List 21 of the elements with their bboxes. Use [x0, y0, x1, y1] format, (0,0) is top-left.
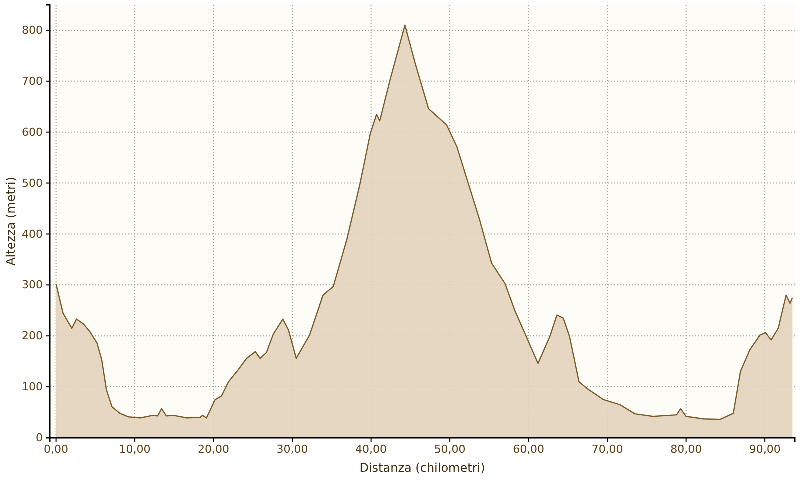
- y-tick-label: 0: [36, 432, 43, 445]
- y-tick-label: 800: [22, 24, 43, 37]
- x-axis-title: Distanza (chilometri): [360, 461, 486, 475]
- y-tick-label: 600: [22, 126, 43, 139]
- y-tick-label: 100: [22, 380, 43, 394]
- x-tick-label: 40,00: [356, 442, 388, 456]
- y-tick-label: 400: [22, 228, 43, 241]
- y-tick-label: 500: [22, 176, 43, 190]
- x-tick-label: 70,00: [592, 442, 624, 456]
- x-tick-label: 50,00: [434, 442, 466, 456]
- x-tick-label: 10,00: [119, 442, 151, 456]
- y-tick-label: 700: [22, 74, 43, 88]
- y-tick-label: 200: [22, 330, 43, 343]
- x-tick-label: 20,00: [198, 442, 230, 456]
- x-tick-label: 80,00: [670, 442, 702, 456]
- x-tick-label: 30,00: [276, 442, 308, 456]
- y-axis-title: Altezza (metri): [4, 177, 18, 266]
- y-tick-label: 300: [22, 278, 43, 292]
- x-tick-label: 60,00: [513, 442, 545, 456]
- x-tick-label: 90,00: [749, 442, 781, 456]
- x-tick-label: 0,00: [44, 442, 69, 456]
